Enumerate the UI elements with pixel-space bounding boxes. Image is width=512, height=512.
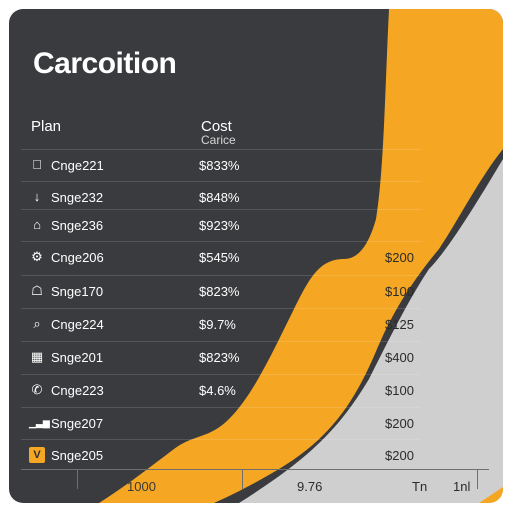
plan-name: Snge205: [51, 448, 104, 463]
x-axis-tick: [242, 469, 243, 489]
plan-name: Cnge221: [51, 158, 104, 173]
plan-cost: $9.7%: [199, 317, 236, 332]
table-row[interactable]: ▁▃▆ Snge207 $200: [21, 407, 421, 438]
x-axis-tick: [477, 469, 478, 489]
plan-name: Snge207: [51, 416, 104, 431]
table-row[interactable]: ▦ Snge201 $823% $400: [21, 341, 421, 372]
plan-price: $400: [385, 350, 414, 365]
plan-price: $200: [385, 250, 414, 265]
plan-price: $100: [385, 383, 414, 398]
orange-corner-mark: [479, 487, 503, 503]
grey-area: [239, 159, 503, 503]
table-row[interactable]: ⚙ Cnge206 $545% $200: [21, 241, 421, 272]
plan-price: $200: [385, 448, 414, 463]
x-axis-tick: [77, 469, 78, 489]
x-axis-label: 1000: [127, 479, 156, 494]
table-row[interactable]: ⌂ Snge236 $923%: [21, 209, 421, 240]
table-row[interactable]: ✆ Cnge223 $4.6% $100: [21, 374, 421, 405]
table-row[interactable]:  Cnge221 $833%: [21, 149, 421, 180]
column-header-cost-sub: Carice: [201, 133, 236, 147]
plan-price: $125: [385, 317, 414, 332]
search-icon: ⌕: [33, 316, 41, 331]
x-axis-line: [21, 469, 489, 470]
plan-name: Snge201: [51, 350, 104, 365]
plan-price: $200: [385, 416, 414, 431]
plan-cost: $823%: [199, 350, 240, 365]
plan-name: Cnge206: [51, 250, 104, 265]
plan-name: Snge236: [51, 218, 104, 233]
x-axis-label: Tn: [412, 479, 428, 494]
apple-icon: : [29, 157, 45, 173]
column-header-plan: Plan: [31, 118, 62, 135]
plan-cost: $833%: [199, 158, 240, 173]
table-row[interactable]: V Snge205 $200: [21, 439, 421, 470]
table-row[interactable]: ⌕ Cnge224 $9.7% $125: [21, 308, 421, 339]
lock-icon: ☖: [31, 283, 43, 298]
signal-bars-icon: ▁▃▆: [29, 418, 50, 428]
v-badge-icon: V: [29, 447, 45, 463]
table-row[interactable]: ☖ Snge170 $823% $100: [21, 275, 421, 306]
plan-name: Cnge224: [51, 317, 104, 332]
plan-price: $100: [385, 284, 414, 299]
plan-name: Snge232: [51, 190, 104, 205]
plan-cost: $848%: [199, 190, 240, 205]
plan-cost: $4.6%: [199, 383, 236, 398]
x-axis-label: 9.76: [297, 479, 323, 494]
pricing-card: Carcoition Plan Cost Carice  Cnge221 $8…: [9, 9, 503, 503]
page-title: Carcoition: [33, 47, 177, 80]
background-area-chart: [99, 9, 503, 503]
orange-area: [99, 9, 503, 503]
column-header-cost: Cost: [201, 118, 232, 135]
x-axis-label: 1nl: [453, 479, 471, 494]
plan-cost: $823%: [199, 284, 240, 299]
plan-name: Snge170: [51, 284, 104, 299]
download-arrow-icon: ↓: [33, 189, 41, 204]
inbox-icon: ⌂: [33, 217, 41, 232]
plan-cost: $545%: [199, 250, 240, 265]
table-row[interactable]: ↓ Snge232 $848%: [21, 181, 421, 212]
settings-icon: ⚙: [31, 249, 43, 264]
calendar-icon: ▦: [30, 349, 44, 364]
plan-name: Cnge223: [51, 383, 104, 398]
plan-cost: $923%: [199, 218, 240, 233]
phone-icon: ✆: [31, 382, 43, 397]
